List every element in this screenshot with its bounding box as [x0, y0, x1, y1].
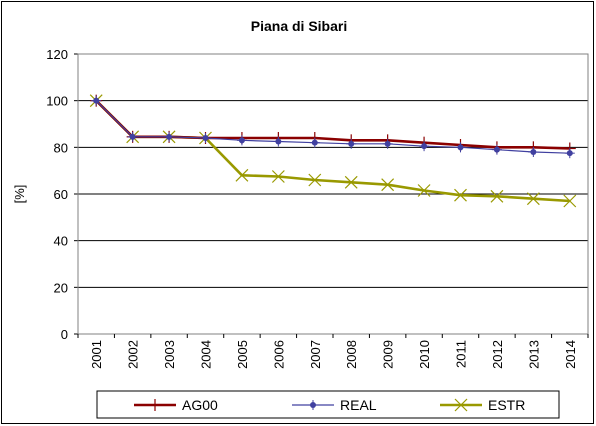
chart-title: Piana di Sibari — [251, 18, 347, 34]
y-tick-label: 0 — [61, 327, 68, 342]
point-real — [200, 133, 211, 143]
x-tick-label: 2012 — [490, 340, 505, 369]
x-tick-label: 2013 — [526, 340, 541, 369]
point-estr — [454, 188, 467, 202]
point-real — [382, 138, 393, 149]
x-tick-label: 2001 — [89, 340, 104, 369]
y-tick-label: 80 — [54, 140, 68, 155]
x-tick-labels: 2001 2002 2003 2004 2005 2006 2007 2008 2009 2010… — [77, 334, 589, 369]
x-tick-label: 2005 — [235, 340, 250, 369]
y-tick-label: 100 — [46, 94, 68, 109]
point-estr — [417, 184, 431, 197]
x-tick-label: 2004 — [199, 340, 214, 369]
series-lines — [89, 94, 577, 208]
point-estr — [563, 194, 577, 208]
point-estr — [526, 192, 540, 206]
legend-label-estr: ESTR — [488, 397, 525, 413]
y-tick-label: 60 — [54, 187, 68, 202]
point-real — [491, 144, 502, 155]
y-tick-label: 40 — [54, 234, 68, 249]
y-axis-label: [%] — [12, 185, 27, 204]
point-real — [346, 138, 357, 149]
point-real — [164, 131, 175, 142]
x-tick-label: 2009 — [381, 340, 396, 369]
x-tick-label: 2008 — [344, 340, 359, 369]
x-tick-label: 2002 — [126, 340, 141, 369]
point-estr — [235, 168, 249, 182]
y-tick-labels: 0 20 40 60 80 100 120 — [46, 47, 68, 342]
legend-label-real: REAL — [340, 397, 377, 413]
point-estr — [308, 173, 322, 187]
point-estr — [381, 178, 395, 192]
x-tick-label: 2003 — [162, 340, 177, 369]
point-real — [309, 137, 320, 148]
x-tick-label: 2014 — [563, 340, 578, 369]
point-real — [564, 148, 575, 159]
y-tick-label: 20 — [54, 280, 68, 295]
point-estr — [344, 175, 358, 189]
point-real — [419, 141, 430, 152]
point-real — [236, 135, 247, 146]
point-estr — [490, 189, 504, 203]
legend: AG00 REAL ESTR — [96, 390, 560, 419]
series-line-real — [95, 100, 570, 154]
legend-label-ag00: AG00 — [182, 397, 218, 413]
x-tick-label: 2010 — [417, 340, 432, 369]
point-real — [91, 95, 102, 106]
x-tick-label: 2006 — [271, 340, 286, 369]
legend-items: AG00 REAL ESTR — [134, 397, 525, 413]
legend-marker-estr — [454, 398, 468, 412]
x-tick-label: 2007 — [308, 340, 323, 369]
x-tick-label: 2011 — [454, 340, 469, 368]
y-tick-label: 120 — [46, 47, 68, 62]
point-estr — [271, 170, 285, 183]
point-real — [273, 136, 284, 147]
legend-marker-ag00 — [149, 399, 161, 411]
point-real — [455, 142, 466, 153]
point-real — [127, 131, 138, 142]
legend-marker-real — [308, 400, 318, 410]
point-real — [528, 147, 539, 157]
